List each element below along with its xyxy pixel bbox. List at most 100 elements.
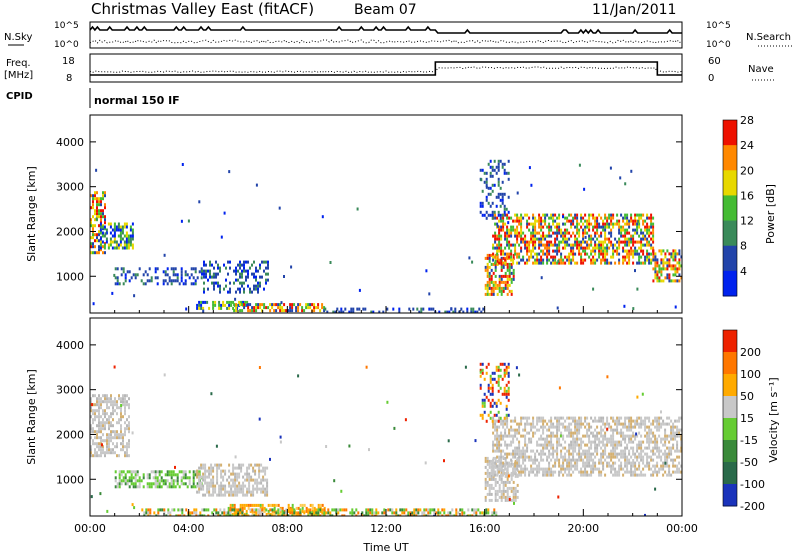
power-data-cell — [448, 310, 451, 313]
power-data-cell — [508, 234, 511, 238]
power-data-cell — [630, 219, 633, 223]
velocity-data-cell — [590, 473, 593, 477]
power-data-cell — [668, 258, 671, 262]
power-data-cell — [652, 267, 655, 271]
velocity-data-cell — [210, 466, 213, 470]
velocity-data-cell — [654, 437, 657, 441]
velocity-data-cell — [126, 418, 128, 422]
power-data-cell — [570, 225, 573, 229]
velocity-data-cell — [506, 425, 509, 429]
velocity-data-cell — [486, 492, 489, 496]
power-data-cell — [610, 216, 613, 220]
power-data-cell — [99, 246, 102, 250]
velocity-data-cell — [500, 452, 503, 456]
power-data-cell — [556, 234, 559, 238]
velocity-data-cell — [674, 419, 677, 423]
velocity-data-cell — [652, 434, 655, 438]
velocity-data-cell — [168, 473, 171, 477]
velocity-data-cell — [630, 428, 633, 432]
velocity-data-cell — [646, 455, 649, 459]
velocity-data-cell — [142, 485, 145, 489]
velocity-data-cell — [518, 428, 521, 432]
velocity-data-cell — [606, 437, 609, 441]
velocity-data-cell — [198, 466, 201, 470]
velocity-data-cell — [116, 421, 118, 425]
power-data-cell — [156, 276, 159, 280]
power-data-cell — [620, 225, 623, 229]
velocity-data-cell — [116, 430, 118, 434]
velocity-data-cell — [98, 394, 100, 398]
velocity-data-cell — [311, 511, 314, 515]
velocity-data-cell — [574, 449, 577, 453]
velocity-data-cell — [676, 431, 679, 435]
power-data-cell — [604, 255, 607, 259]
velocity-data-cell — [281, 509, 284, 513]
power-data-cell — [207, 287, 209, 291]
velocity-data-cell — [194, 485, 197, 489]
velocity-data-cell — [118, 476, 121, 480]
velocity-data-cell — [204, 493, 207, 497]
power-data-cell — [481, 204, 484, 208]
velocity-data-cell — [500, 419, 503, 423]
velocity-data-cell — [114, 436, 116, 440]
velocity-data-cell — [248, 478, 251, 482]
velocity-data-cell — [502, 434, 505, 438]
power-data-cell — [664, 252, 667, 256]
power-data-cell — [518, 261, 521, 265]
power-data-cell — [510, 271, 513, 275]
velocity-speckle — [113, 365, 116, 369]
velocity-data-cell — [425, 508, 428, 512]
power-data-cell — [247, 306, 250, 310]
velocity-data-cell — [375, 508, 378, 512]
velocity-data-cell — [236, 472, 239, 476]
velocity-data-cell — [500, 434, 503, 438]
power-data-cell — [610, 240, 613, 244]
power-speckle — [223, 211, 226, 215]
power-data-cell — [652, 237, 655, 241]
velocity-cbar-segment — [723, 418, 737, 441]
velocity-data-cell — [146, 482, 149, 486]
velocity-data-cell — [590, 470, 593, 474]
velocity-data-cell — [624, 422, 627, 426]
velocity-data-cell — [494, 495, 497, 499]
velocity-data-cell — [668, 446, 671, 450]
velocity-speckle — [365, 365, 368, 369]
power-data-cell — [116, 267, 119, 271]
power-data-cell — [612, 246, 615, 250]
power-data-cell — [196, 306, 199, 310]
velocity-data-cell — [279, 508, 282, 512]
velocity-data-cell — [560, 470, 563, 474]
power-data-cell — [582, 216, 585, 220]
velocity-data-cell — [622, 455, 625, 459]
velocity-data-cell — [566, 416, 569, 420]
power-data-cell — [500, 258, 503, 262]
velocity-data-cell — [614, 473, 617, 477]
velocity-data-cell — [239, 508, 242, 512]
velocity-data-cell — [620, 449, 623, 453]
velocity-data-cell — [490, 462, 493, 466]
power-data-cell — [608, 216, 611, 220]
velocity-data-cell — [624, 437, 627, 441]
velocity-data-cell — [574, 458, 577, 462]
power-data-cell — [261, 303, 264, 307]
velocity-data-cell — [646, 461, 649, 465]
power-data-cell — [578, 246, 581, 250]
power-data-cell — [562, 261, 565, 265]
velocity-data-cell — [486, 459, 489, 463]
velocity-data-cell — [648, 434, 651, 438]
velocity-data-cell — [387, 508, 390, 512]
velocity-data-cell — [634, 437, 637, 441]
power-data-cell — [594, 258, 597, 262]
velocity-data-cell — [614, 443, 617, 447]
power-data-cell — [510, 255, 513, 259]
velocity-data-cell — [630, 440, 633, 444]
velocity-data-cell — [335, 511, 338, 515]
velocity-data-cell — [502, 480, 505, 484]
power-data-cell — [472, 310, 475, 313]
power-data-cell — [652, 252, 655, 256]
power-data-cell — [652, 279, 655, 283]
power-speckle — [468, 256, 471, 260]
velocity-data-cell — [102, 421, 104, 425]
power-data-cell — [504, 213, 507, 217]
velocity-data-cell — [566, 434, 569, 438]
